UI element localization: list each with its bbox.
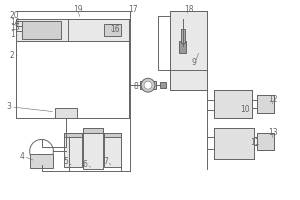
Bar [160, 82, 166, 88]
Text: 5: 5 [63, 157, 68, 166]
Text: 17: 17 [128, 5, 138, 14]
Bar [214, 128, 254, 159]
Bar [214, 128, 254, 159]
Text: 10: 10 [240, 105, 249, 114]
Bar [83, 128, 103, 133]
Bar [140, 81, 156, 89]
Bar [64, 133, 82, 137]
Bar [181, 29, 184, 43]
Bar [178, 41, 187, 53]
Text: 19: 19 [73, 5, 83, 14]
Bar [256, 133, 274, 150]
Text: 20: 20 [10, 11, 20, 20]
Text: 12: 12 [268, 96, 278, 104]
Bar [104, 133, 122, 167]
Bar [22, 21, 61, 39]
Circle shape [144, 81, 152, 89]
Text: 11: 11 [250, 138, 260, 147]
Bar [55, 108, 77, 118]
Circle shape [141, 78, 155, 92]
Text: 6: 6 [83, 160, 88, 169]
Text: 2: 2 [10, 51, 15, 60]
Text: 14: 14 [10, 18, 20, 27]
Text: 8: 8 [133, 82, 138, 91]
Bar [30, 154, 53, 168]
Text: 4: 4 [20, 152, 25, 161]
Bar [214, 90, 252, 118]
Bar [256, 133, 274, 150]
Text: 18: 18 [184, 5, 194, 14]
Bar [256, 95, 274, 113]
Bar [16, 19, 129, 118]
Bar [104, 133, 122, 137]
Bar [64, 133, 82, 167]
Text: 1: 1 [10, 30, 15, 39]
Bar [170, 11, 207, 90]
Bar [170, 11, 207, 90]
Bar [214, 90, 252, 118]
Text: 7: 7 [104, 157, 109, 166]
Bar [104, 24, 122, 36]
Bar [256, 95, 274, 113]
Text: 16: 16 [111, 24, 120, 33]
Text: 3: 3 [6, 102, 11, 111]
Bar [16, 41, 129, 118]
Text: 13: 13 [268, 128, 278, 137]
Bar [83, 128, 103, 169]
Bar [16, 19, 129, 41]
Text: 9: 9 [191, 58, 196, 67]
Text: 15: 15 [10, 23, 20, 32]
